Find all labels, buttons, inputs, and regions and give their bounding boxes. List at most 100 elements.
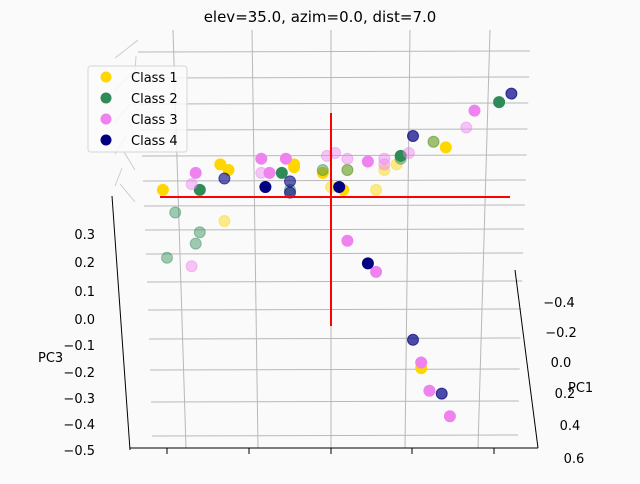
wall-edge-line [114,39,139,59]
pc3-tick-label: −0.4 [63,418,95,433]
legend-marker [100,92,112,104]
data-point [218,172,231,185]
series-class-2 [161,96,506,264]
legend-box [87,65,188,153]
data-point [255,152,268,165]
data-point [394,149,407,162]
data-point [407,130,419,143]
data-point [333,180,346,193]
data-point [288,161,301,174]
pc1-tick-labels: −0.4 −0.2 0.0 0.2 0.4 0.6 [543,296,584,467]
legend-marker [100,113,112,125]
pc1-tick-label: −0.4 [543,296,575,311]
grid-line-horizontal [146,280,523,283]
data-point [435,387,448,400]
data-point [320,149,333,162]
grid-line-vertical [477,29,491,449]
legend-label: Class 4 [131,134,178,149]
bottom-axis-ticks [166,448,495,454]
data-point [193,226,206,239]
pc3-tick-label: −0.2 [63,366,95,381]
grid-line-horizontal [145,252,524,255]
data-point [185,178,198,191]
data-point [169,206,182,219]
pc3-tick-label: 0.3 [74,228,95,243]
legend-marker [100,71,112,83]
data-point [329,147,342,160]
legend-label: Class 2 [131,92,178,107]
data-point [378,152,391,165]
data-point [316,164,329,177]
data-point [284,186,296,199]
grid-line-horizontal [140,128,528,131]
pc3-tick-labels: 0.3 0.2 0.1 0.0 −0.1 −0.2 −0.3 −0.4 −0.5 [63,228,95,459]
grid-line-horizontal [144,228,525,231]
data-point [218,214,231,227]
pc3-tick-label: −0.1 [63,339,95,354]
pc3-tick-label: −0.3 [63,392,95,407]
grid-line-horizontal [151,434,519,437]
legend-marker [100,134,112,146]
data-point [259,180,272,193]
data-point [193,183,206,196]
data-point [370,265,383,278]
pc3-tick-label: 0.1 [74,285,95,300]
data-point [423,384,436,397]
data-point [189,237,202,250]
wall-edge-line [114,167,123,187]
grid-line-horizontal [143,204,525,207]
data-point [493,96,506,109]
data-point [341,164,354,177]
data-point [443,410,456,423]
data-point [468,104,481,117]
data-point [407,333,419,346]
pc3-axis-label: PC3 [38,351,63,366]
data-point [161,251,173,264]
chart-title: elev=35.0, azim=0.0, dist=7.0 [204,8,437,26]
pc3-axis-line [111,195,131,451]
data-point [214,158,227,171]
data-point [156,183,169,196]
data-point [378,158,391,171]
pc3-tick-label: −0.5 [63,444,95,459]
grid-line-horizontal [147,308,522,311]
data-point [316,166,329,179]
data-point [185,260,198,273]
pc1-tick-label: 0.2 [555,387,576,402]
data-point [460,121,473,134]
pc1-axis-line [514,269,539,449]
data-point [427,135,440,148]
legend-label: Class 3 [131,113,178,128]
grid-line-horizontal [141,154,527,157]
grid-line-horizontal [148,337,521,340]
data-point [370,183,383,196]
legend-label: Class 1 [131,71,178,86]
grid-line-horizontal [150,400,519,403]
data-point [189,166,202,179]
data-point [255,166,268,179]
pc1-axis-label: PC1 [568,381,593,396]
grid-line-horizontal [138,76,530,79]
data-point [439,141,452,154]
data-point [341,164,354,177]
data-point [415,356,428,369]
data-point [361,257,374,270]
grid-line-horizontal [139,102,529,105]
data-point [284,175,296,188]
data-point [394,152,407,165]
pc1-tick-label: −0.2 [545,326,577,341]
grid-line-vertical [251,29,259,449]
pc3-tick-label: 0.0 [74,313,95,328]
series-class-3 [185,104,481,423]
data-point [275,166,288,179]
pc1-tick-label: 0.6 [564,452,585,467]
data-point [378,164,391,177]
pc1-tick-label: 0.0 [551,356,572,371]
data-point [341,234,354,247]
grid-line-horizontal [137,50,531,53]
data-point [505,87,518,100]
pc3-tick-label: 0.2 [74,256,95,271]
grid-line-horizontal [142,179,526,182]
grid-line-horizontal [149,368,520,371]
